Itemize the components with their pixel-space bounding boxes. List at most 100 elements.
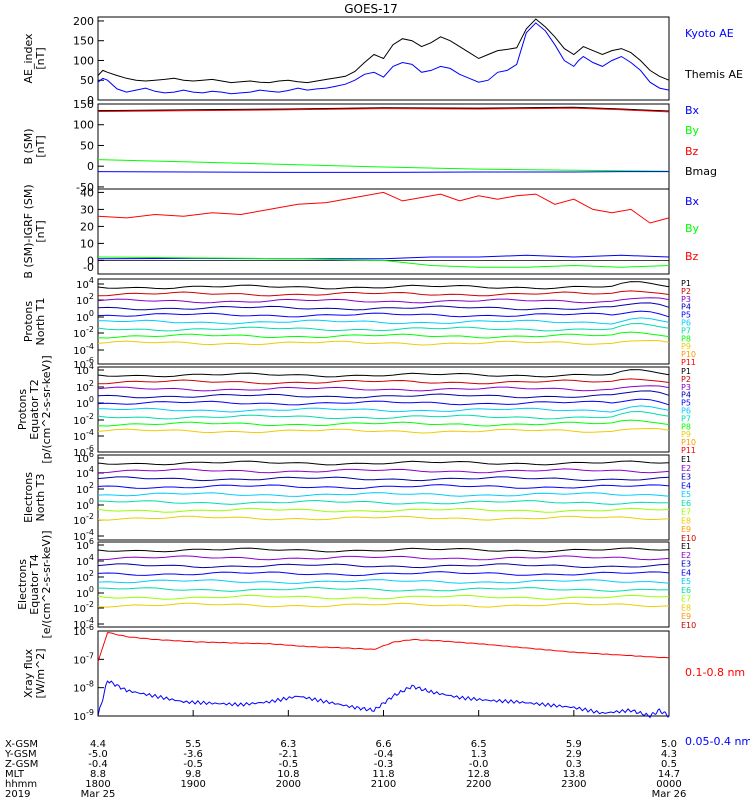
channel-trace-e7 xyxy=(97,507,670,513)
y-tick-label: 102 xyxy=(76,292,94,307)
x-row-label: X-GSM xyxy=(5,739,38,750)
channel-trace-p5 xyxy=(97,398,670,406)
panel-b_sm: B (SM)[nT] -50 0 50 100 150 Bx By Bz Bmag xyxy=(22,98,717,194)
channel-trace-p1 xyxy=(97,281,670,290)
series-bmag xyxy=(97,106,670,112)
y-axis-label: ElectronsNorth T3 xyxy=(22,472,47,523)
x-cell: 0.5 xyxy=(661,759,677,770)
y-tick-label: 10-2 xyxy=(73,600,94,615)
x-cell: 5.5 xyxy=(185,739,201,750)
y-axis-label: ProtonsNorth T1 xyxy=(22,298,47,346)
panel-ae: AE_index[nT] 0 50 100 150 200 Kyoto AE Themis A… xyxy=(22,15,743,107)
series-themis-ae xyxy=(97,18,670,84)
channel-label-e10: E10 xyxy=(681,534,696,543)
y-tick-label: 102 xyxy=(76,379,94,394)
x-cell: 6.3 xyxy=(280,739,296,750)
series-0-1-0-8-nm xyxy=(97,632,670,663)
x-cell: -0.4 xyxy=(88,759,108,770)
panel-b_igrf: B (SM)-IGRF (SM)[nT] 0 10 20 30 40 -0 Bx By Bz xyxy=(22,184,700,278)
channel-trace-p4 xyxy=(97,390,670,399)
channel-trace-p9 xyxy=(97,427,670,434)
y-tick-label: 20 xyxy=(80,220,94,233)
channel-label-p4: P4 xyxy=(681,303,691,312)
channel-label-e3: E3 xyxy=(681,473,691,482)
y-axis-label: ElectronsEquator T4[e/(cm^2-s-sr-keV)] xyxy=(16,530,53,638)
panel-frame xyxy=(97,454,670,541)
x-cell: 6.6 xyxy=(376,739,392,750)
y-tick-label: 50 xyxy=(80,74,94,87)
y-tick-label: -0 xyxy=(83,261,94,274)
x-cell: 4.4 xyxy=(90,739,106,750)
channel-trace-e3 xyxy=(97,476,670,482)
channel-label-e8: E8 xyxy=(681,603,691,612)
panel-protons_north: ProtonsNorth T110410210010-210-410-6P1P2… xyxy=(22,276,696,371)
y-tick-label: 104 xyxy=(76,276,94,291)
x-cell: 4.3 xyxy=(661,749,677,760)
x-cell: 2300 xyxy=(561,779,586,790)
x-cell: 2100 xyxy=(371,779,396,790)
panel-electrons_north: ElectronsNorth T310610410210010-210-4E1E… xyxy=(22,450,696,543)
legend-bz: Bz xyxy=(685,145,699,158)
channel-label-e9: E9 xyxy=(681,612,691,621)
channel-label-p8: P8 xyxy=(681,334,691,343)
x-cell: -0.0 xyxy=(469,759,489,770)
channel-label-p9: P9 xyxy=(681,342,691,351)
channel-label-p4: P4 xyxy=(681,391,691,400)
channel-trace-e8 xyxy=(97,602,670,608)
y-tick-label: 0 xyxy=(87,160,94,173)
panel-frame xyxy=(97,103,670,190)
x-cell: 1900 xyxy=(180,779,205,790)
y-axis-label: Xray flux[W/m^2] xyxy=(22,648,47,698)
y-tick-label: 10-8 xyxy=(73,680,94,695)
channel-label-p11: P11 xyxy=(681,358,696,367)
y-axis-label: B (SM)[nT] xyxy=(22,128,47,164)
x-cell: 0000 xyxy=(656,779,681,790)
channel-trace-e5 xyxy=(97,492,670,497)
panel-frame xyxy=(97,16,670,101)
series-by xyxy=(97,256,670,268)
y-tick-label: 100 xyxy=(76,585,94,600)
y-tick-label: 100 xyxy=(76,395,94,410)
channel-label-p10: P10 xyxy=(681,350,696,359)
y-tick-label: 10-4 xyxy=(73,428,94,443)
channel-label-p8: P8 xyxy=(681,422,691,431)
x-cell: -0.5 xyxy=(279,759,299,770)
legend-bmag: Bmag xyxy=(685,165,717,178)
plot-title: GOES-17 xyxy=(344,2,398,16)
channel-trace-p7 xyxy=(97,410,670,420)
x-row-label: Y-GSM xyxy=(4,749,37,760)
y-tick-label: 40 xyxy=(80,186,94,199)
channel-label-p6: P6 xyxy=(681,407,691,416)
channel-label-e5: E5 xyxy=(681,577,691,586)
legend-by: By xyxy=(685,124,700,137)
channel-label-e4: E4 xyxy=(681,568,691,577)
x-cell: -0.5 xyxy=(183,759,203,770)
channel-label-p5: P5 xyxy=(681,399,691,408)
channel-trace-e7 xyxy=(97,594,670,600)
legend-bx: Bx xyxy=(685,104,700,117)
channel-label-p1: P1 xyxy=(681,279,691,288)
y-tick-label: 100 xyxy=(76,497,94,512)
legend-by: By xyxy=(685,222,700,235)
legend-bx: Bx xyxy=(685,195,700,208)
y-tick-label: 102 xyxy=(76,481,94,496)
y-tick-label: 10-9 xyxy=(73,708,94,723)
channel-label-e1: E1 xyxy=(681,542,691,551)
channel-label-p5: P5 xyxy=(681,311,691,320)
channel-label-p9: P9 xyxy=(681,430,691,439)
y-tick-label: 10 xyxy=(80,237,94,250)
x-cell: 9.8 xyxy=(185,769,201,780)
channel-trace-p3 xyxy=(97,385,670,392)
legend-themis-ae: Themis AE xyxy=(684,68,743,81)
y-tick-label: 102 xyxy=(76,569,94,584)
y-tick-label: 0 xyxy=(87,254,94,267)
channel-trace-e6 xyxy=(97,586,670,592)
channel-trace-p3 xyxy=(97,297,670,304)
x-cell: -2.1 xyxy=(279,749,299,760)
